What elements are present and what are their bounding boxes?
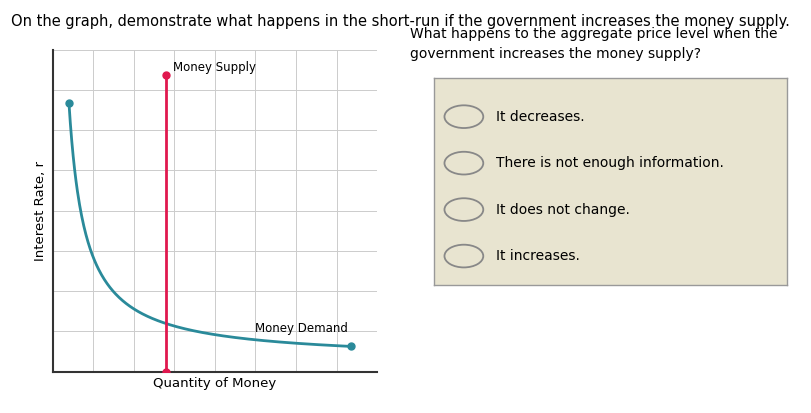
Text: government increases the money supply?: government increases the money supply? [410,47,701,62]
Text: It increases.: It increases. [496,249,580,263]
Text: It does not change.: It does not change. [496,203,629,216]
Text: It decreases.: It decreases. [496,110,584,123]
Text: On the graph, demonstrate what happens in the short-run if the government increa: On the graph, demonstrate what happens i… [11,14,789,29]
Text: There is not enough information.: There is not enough information. [496,156,723,170]
Y-axis label: Interest Rate, r: Interest Rate, r [34,161,47,261]
Text: Money Supply: Money Supply [173,61,255,74]
Text: What happens to the aggregate price level when the: What happens to the aggregate price leve… [410,27,777,41]
X-axis label: Quantity of Money: Quantity of Money [153,377,277,390]
Text: Money Demand: Money Demand [255,322,348,335]
